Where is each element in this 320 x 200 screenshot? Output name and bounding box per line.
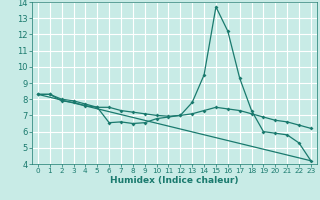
X-axis label: Humidex (Indice chaleur): Humidex (Indice chaleur) [110,176,239,185]
